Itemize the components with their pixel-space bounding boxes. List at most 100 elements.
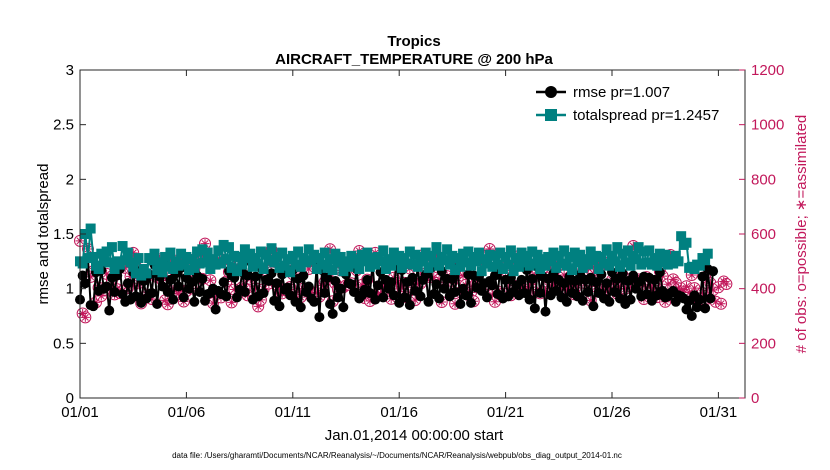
totalspread-point: [317, 259, 328, 270]
rmse-point: [423, 296, 434, 307]
rmse-point: [535, 288, 546, 299]
totalspread-point: [168, 263, 179, 274]
totalspread-point: [327, 265, 338, 276]
totalspread-point: [668, 258, 679, 269]
rmse-point: [399, 292, 410, 303]
totalspread-point: [646, 259, 657, 270]
rmse-point: [122, 278, 133, 289]
legend: rmse pr=1.007 totalspread pr=1.2457: [529, 77, 736, 131]
totalspread-point: [82, 253, 93, 264]
totalspread-point: [200, 257, 211, 268]
totalspread-point: [356, 249, 367, 260]
rmse-point: [282, 282, 293, 293]
totalspread-point: [516, 247, 527, 258]
rmse-point: [529, 303, 540, 314]
totalspread-point: [625, 260, 636, 271]
totalspread-point: [402, 258, 413, 269]
totalspread-point: [306, 255, 317, 266]
y2-tick-label: 200: [751, 335, 776, 352]
rmse-point: [466, 297, 477, 308]
rmse-point: [487, 280, 498, 291]
y-tick-label: 3: [66, 62, 74, 79]
y-tick-label: 1.5: [53, 226, 74, 243]
rmse-point: [386, 277, 397, 288]
totalspread-point: [676, 231, 687, 242]
totalspread-point: [601, 244, 612, 255]
totalspread-point: [239, 244, 250, 255]
totalspread-point: [367, 253, 378, 264]
totalspread-point: [580, 254, 591, 265]
rmse-point: [625, 294, 636, 305]
totalspread-point: [114, 259, 125, 270]
y2-tick-label: 1000: [751, 117, 784, 134]
totalspread-point: [569, 247, 580, 258]
rmse-point: [372, 280, 383, 291]
totalspread-point: [333, 257, 344, 268]
legend-spread-marker: [545, 109, 557, 121]
rmse-point: [694, 294, 705, 305]
obs-assimilated-marker: [687, 270, 697, 280]
legend-box: [529, 77, 736, 131]
x-tick-label: 01/16: [380, 404, 418, 421]
obs-assimilated-marker: [615, 281, 625, 291]
totalspread-point: [380, 263, 391, 274]
totalspread-point: [476, 266, 487, 277]
obs-assimilated-marker: [325, 244, 335, 254]
rmse-point: [239, 286, 250, 297]
totalspread-point: [492, 259, 503, 270]
totalspread-point: [277, 247, 288, 258]
rmse-point: [319, 288, 330, 299]
rmse-point: [322, 272, 333, 283]
obs-assimilated-marker: [365, 296, 375, 306]
obs-assimilated-marker: [541, 286, 550, 296]
totalspread-point: [162, 261, 173, 272]
totalspread-point: [378, 245, 389, 256]
rmse-point: [298, 270, 309, 281]
totalspread-point: [370, 259, 381, 270]
totalspread-point: [447, 250, 458, 261]
rmse-point: [303, 281, 314, 292]
totalspread-point: [458, 248, 469, 259]
rmse-point: [173, 281, 184, 292]
totalspread-point: [136, 270, 147, 281]
rmse-point: [271, 278, 282, 289]
rmse-point: [431, 279, 442, 290]
x-axis-label: Jan.01,2014 00:00:00 start: [325, 427, 504, 444]
rmse-point: [439, 283, 450, 294]
totalspread-point: [396, 262, 407, 273]
totalspread-point: [455, 261, 466, 272]
y2-tick-label: 1200: [751, 62, 784, 79]
obs-assimilated-marker: [559, 270, 569, 280]
totalspread-point: [537, 254, 548, 265]
totalspread-point: [638, 246, 649, 257]
rmse-point: [330, 276, 341, 287]
rmse-point: [524, 294, 535, 305]
obs-assimilated-marker: [705, 278, 715, 288]
totalspread-point: [599, 258, 610, 269]
totalspread-point: [301, 257, 312, 268]
obs-assimilated-marker: [487, 290, 497, 300]
totalspread-point: [649, 253, 660, 264]
obs-assimilated-marker: [713, 282, 723, 292]
totalspread-point: [359, 256, 370, 267]
y-tick-label: 0: [66, 390, 74, 407]
rmse-point: [450, 286, 461, 297]
rmse-point: [194, 286, 205, 297]
totalspread-point: [208, 254, 218, 265]
totalspread-point: [234, 251, 245, 262]
totalspread-point: [197, 244, 208, 255]
rmse-point: [434, 293, 445, 304]
obs-assimilated-marker: [253, 301, 263, 311]
rmse-point: [309, 296, 320, 307]
totalspread-point: [545, 256, 556, 267]
rmse-point: [109, 286, 120, 297]
obs-assimilated-marker: [160, 295, 170, 305]
totalspread-point: [311, 263, 322, 274]
totalspread-point: [149, 248, 160, 259]
y2-axis-label: # of obs: o=possible; ∗=assimilated: [793, 115, 810, 354]
obs-assimilated-marker: [689, 283, 699, 293]
rmse-point: [117, 289, 128, 300]
totalspread-point: [88, 251, 99, 262]
totalspread-point: [503, 259, 514, 270]
totalspread-point: [548, 247, 559, 258]
